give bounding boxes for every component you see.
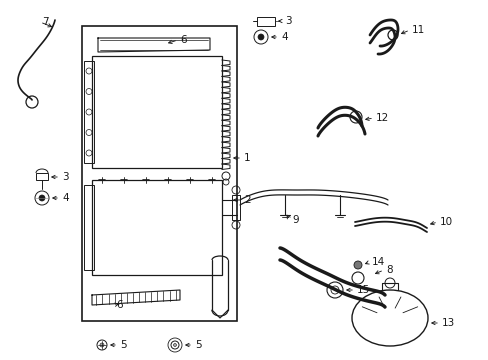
Bar [82,26,237,321]
Text: 12: 12 [375,113,388,123]
Text: 8: 8 [385,265,392,275]
Bar [84,61,94,163]
Circle shape [39,195,45,201]
Text: 6: 6 [116,300,122,310]
Circle shape [173,343,176,346]
Text: 11: 11 [411,25,425,35]
Text: 3: 3 [285,16,291,26]
Bar [257,17,274,26]
Bar [84,185,94,270]
Text: 3: 3 [62,172,68,182]
Circle shape [353,261,361,269]
Text: 2: 2 [244,195,250,205]
Bar [92,180,222,275]
Text: 1: 1 [244,153,250,163]
Text: 15: 15 [356,285,369,295]
Text: 7: 7 [42,17,48,27]
Bar [92,56,222,168]
Bar [231,195,240,220]
Text: 14: 14 [371,257,385,267]
Text: 9: 9 [291,215,298,225]
Text: 4: 4 [62,193,68,203]
Circle shape [258,34,264,40]
Text: 10: 10 [439,217,452,227]
Text: 6: 6 [180,35,186,45]
Bar [36,173,48,180]
Text: 4: 4 [281,32,287,42]
Circle shape [100,343,104,347]
Text: 13: 13 [441,318,454,328]
Text: 5: 5 [120,340,126,350]
Text: 5: 5 [195,340,201,350]
